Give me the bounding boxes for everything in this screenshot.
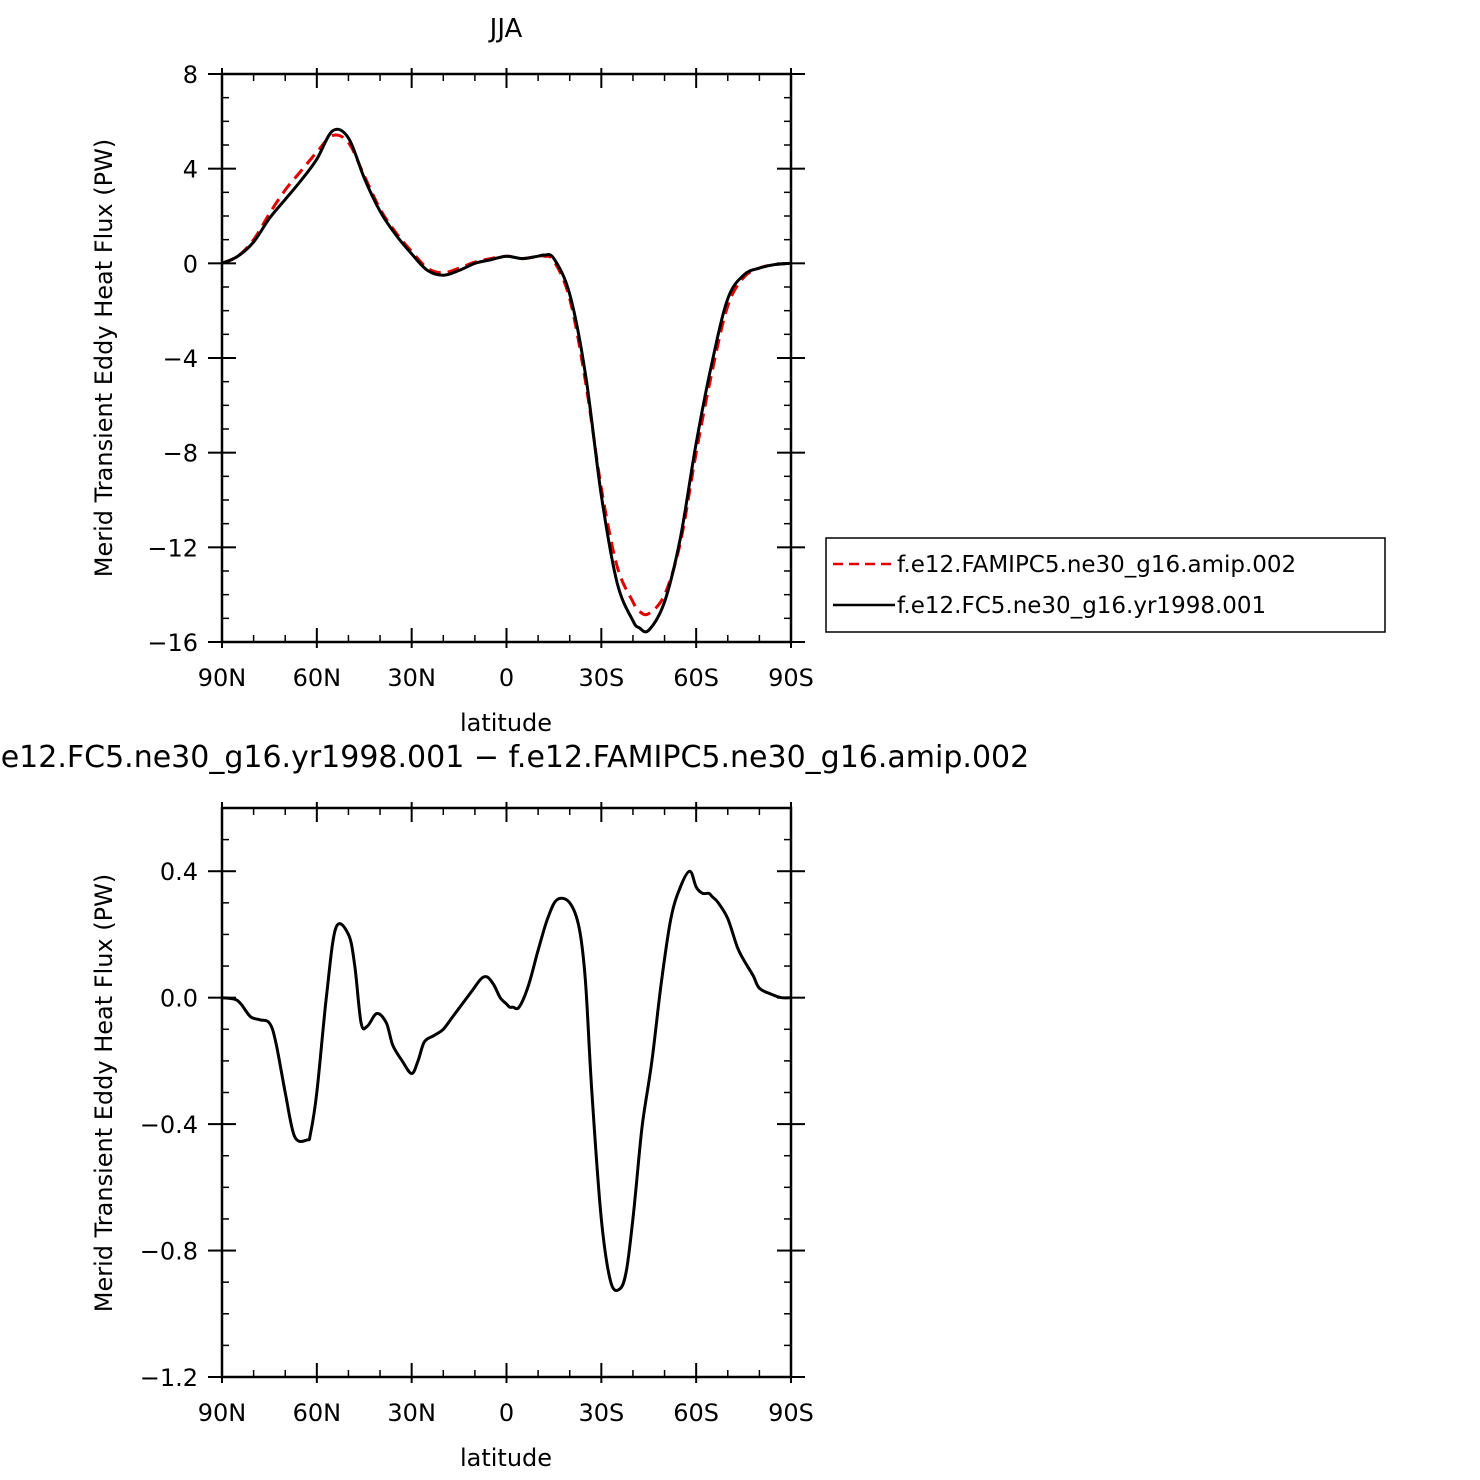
top-series-line-1: [221, 127, 792, 634]
bottom-ytick-label: −1.2: [140, 1364, 198, 1392]
top-plot-frame: [220, 72, 793, 644]
top-chart-panel: JJA 90N 60N 30N 0 30S 60S 90S 8 4 0 −4 −8 −12 −16 lat…: [90, 14, 1386, 737]
bottom-xtick-label: 60N: [293, 1399, 342, 1427]
top-chart-series-layer: [221, 127, 792, 634]
bottom-chart-ticks: 90N 60N 30N 0 30S 60S 90S 0.4 0.0 −0.4 −0.8 −1.2: [140, 802, 814, 1427]
legend-label-fc5: f.e12.FC5.ne30_g16.yr1998.001: [897, 593, 1266, 619]
bottom-ytick-label: −0.8: [140, 1238, 198, 1266]
bottom-xtick-label: 90S: [768, 1399, 814, 1427]
bottom-ytick-label: 0.4: [160, 858, 198, 886]
top-xtick-label: 30S: [578, 664, 624, 692]
top-ytick-label: 0: [183, 250, 198, 278]
top-xtick-label: 30N: [387, 664, 436, 692]
bottom-xtick-label: 30N: [387, 1399, 436, 1427]
top-ytick-label: −8: [163, 440, 198, 468]
bottom-xtick-label: 0: [499, 1399, 514, 1427]
legend-box: [825, 537, 1386, 633]
top-chart-ylabel: Merid Transient Eddy Heat Flux (PW): [90, 139, 118, 577]
legend: f.e12.FAMIPC5.ne30_g16.amip.002 f.e12.FC…: [825, 537, 1386, 633]
top-xtick-label: 0: [499, 664, 514, 692]
bottom-xtick-label: 90N: [198, 1399, 247, 1427]
top-xtick-label: 60N: [293, 664, 342, 692]
bottom-series-line-0: [221, 869, 792, 1292]
top-xtick-label: 90S: [768, 664, 814, 692]
top-chart-title: JJA: [488, 14, 523, 44]
legend-label-amip: f.e12.FAMIPC5.ne30_g16.amip.002: [897, 552, 1296, 578]
top-ytick-label: −16: [147, 629, 198, 657]
top-xtick-label: 60S: [673, 664, 719, 692]
top-xtick-label: 90N: [198, 664, 247, 692]
bottom-ytick-label: −0.4: [140, 1111, 198, 1139]
top-ytick-label: −12: [147, 534, 198, 562]
bottom-xtick-label: 30S: [578, 1399, 624, 1427]
top-chart-ticks: 90N 60N 30N 0 30S 60S 90S 8 4 0 −4 −8 −12 −16: [147, 61, 814, 692]
bottom-xtick-label: 60S: [673, 1399, 719, 1427]
top-ytick-label: 4: [183, 156, 198, 184]
top-chart-xlabel: latitude: [460, 709, 552, 737]
top-ytick-label: 8: [183, 61, 198, 89]
bottom-ytick-label: 0.0: [160, 985, 198, 1013]
bottom-chart-xlabel: latitude: [460, 1444, 552, 1472]
bottom-chart-ylabel: Merid Transient Eddy Heat Flux (PW): [90, 874, 118, 1312]
top-ytick-label: −4: [163, 345, 198, 373]
bottom-chart-series-layer: [221, 869, 792, 1292]
bottom-chart-panel: f.e12.FC5.ne30_g16.yr1998.001 − f.e12.FA…: [0, 740, 1029, 1472]
top-series-line-0: [221, 133, 792, 617]
bottom-chart-title: f.e12.FC5.ne30_g16.yr1998.001 − f.e12.FA…: [0, 740, 1029, 775]
